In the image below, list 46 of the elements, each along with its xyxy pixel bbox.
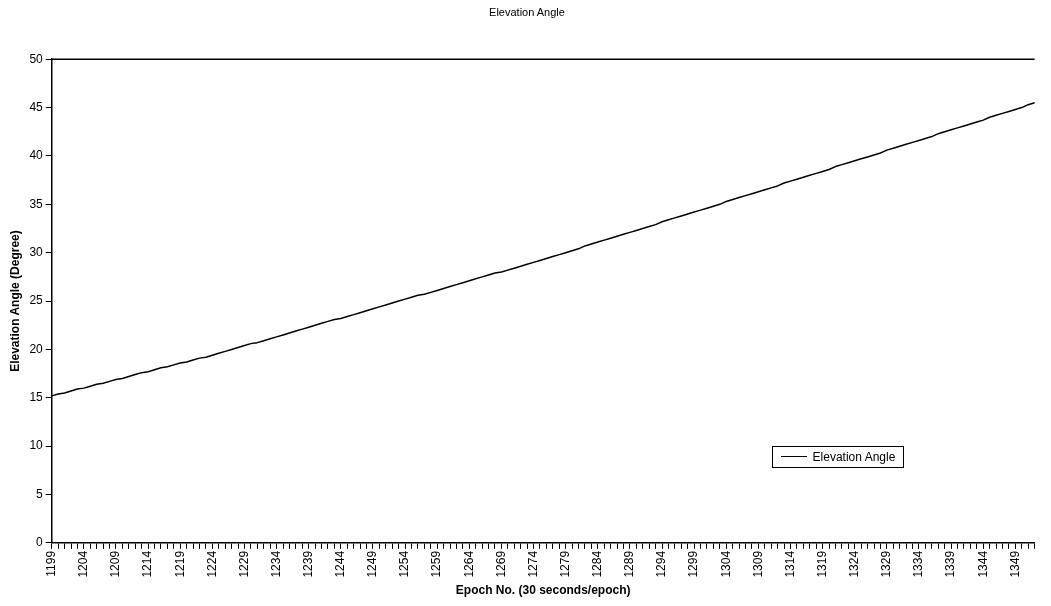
x-tick-label: 1229 (236, 550, 251, 578)
x-tick-label: 1259 (429, 550, 444, 578)
y-axis-title: Elevation Angle (Degree) (7, 230, 22, 372)
y-tick-label: 50 (29, 51, 44, 66)
y-tick-label: 20 (29, 341, 44, 356)
x-tick-label: 1304 (718, 550, 733, 578)
x-tick-label: 1309 (750, 550, 765, 578)
y-tick-label: 30 (29, 244, 44, 259)
x-tick-label: 1319 (814, 550, 829, 578)
y-tick-label: 45 (29, 99, 44, 114)
legend-label: Elevation Angle (812, 449, 896, 464)
y-tick-label: 25 (29, 293, 44, 308)
x-tick-label: 1289 (622, 550, 637, 578)
x-tick-label: 1269 (493, 550, 508, 578)
x-tick-label: 1274 (525, 550, 540, 578)
x-tick-label: 1239 (301, 550, 316, 578)
x-tick-label: 1279 (557, 550, 572, 578)
chart-title: Elevation Angle (489, 5, 565, 18)
x-tick-label: 1244 (333, 550, 348, 578)
x-tick-label: 1349 (1007, 550, 1022, 578)
x-tick-label: 1254 (397, 550, 412, 578)
x-tick-label: 1264 (461, 550, 476, 578)
x-tick-label: 1329 (879, 550, 894, 578)
x-tick-label: 1204 (76, 550, 91, 578)
x-tick-label: 1249 (365, 550, 380, 578)
x-axis-title: Epoch No. (30 seconds/epoch) (455, 583, 631, 598)
x-tick-label: 1339 (943, 550, 958, 578)
x-tick-label: 1219 (172, 550, 187, 578)
y-tick-label: 10 (29, 438, 44, 453)
x-tick-label: 1324 (847, 550, 862, 578)
x-tick-label: 1224 (204, 550, 219, 578)
x-tick-label: 1284 (590, 550, 605, 578)
x-tick-label: 1214 (140, 550, 155, 578)
x-tick-label: 1234 (268, 550, 283, 578)
y-tick-label: 15 (29, 390, 44, 405)
x-tick-label: 1209 (108, 550, 123, 578)
y-tick-label: 40 (29, 148, 44, 163)
y-tick-label: 5 (36, 486, 44, 501)
x-tick-label: 1199 (44, 550, 59, 577)
x-tick-label: 1299 (686, 550, 701, 578)
x-tick-label: 1344 (975, 550, 990, 578)
x-tick-label: 1334 (911, 550, 926, 578)
y-tick-label: 35 (29, 196, 44, 211)
x-tick-label: 1294 (654, 550, 669, 578)
x-tick-label: 1314 (782, 550, 797, 578)
y-tick-label: 0 (36, 535, 44, 550)
